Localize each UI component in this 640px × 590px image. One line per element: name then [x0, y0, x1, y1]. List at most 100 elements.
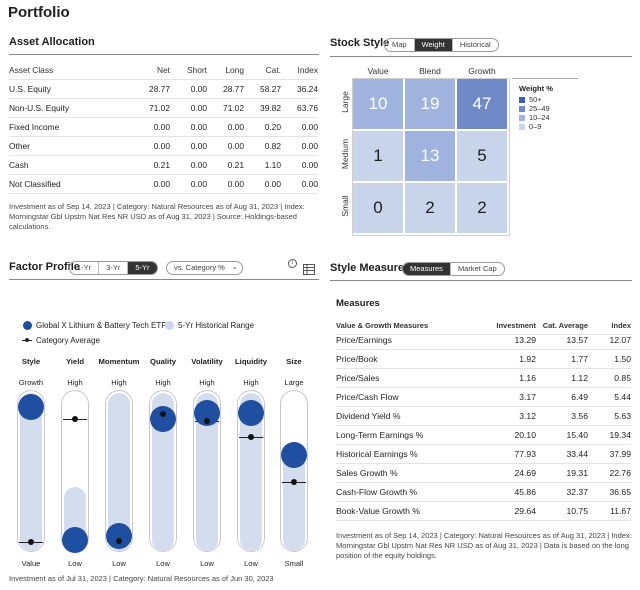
category-average-dot — [204, 417, 210, 424]
allocation-value: 0.00 — [301, 122, 318, 132]
allocation-row: U.S. Equity 28.77 0.00 28.77 58.27 36.24 — [9, 80, 318, 99]
measure-name: Price/Cash Flow — [336, 392, 399, 402]
allocation-row: Non-U.S. Equity 71.02 0.00 71.02 39.82 63.76 — [9, 99, 318, 118]
fund-marker — [150, 405, 176, 432]
factor-historical-range — [20, 393, 42, 551]
measure-value: 32.37 — [566, 487, 588, 497]
allocation-asset-class: Non-U.S. Equity — [9, 103, 70, 113]
factor-high-label: High — [111, 378, 127, 387]
category-average-dot — [72, 416, 78, 423]
factor-low-label: Low — [244, 559, 258, 568]
table-view-icon[interactable] — [303, 262, 315, 275]
weight-legend-item: 10–24 — [519, 113, 550, 122]
measure-value: 12.07 — [609, 335, 631, 345]
factor-name: Momentum — [98, 357, 140, 366]
style-measures-tabs: Measures Market Cap — [402, 262, 505, 276]
measure-value: 36.65 — [609, 487, 631, 497]
weight-legend-item: 50+ — [519, 95, 550, 104]
measures-row: Historical Earnings % 77.93 33.44 37.99 — [336, 445, 631, 464]
compare-select[interactable]: vs. Category % ⌄ — [166, 261, 243, 275]
allocation-value: 0.21 — [227, 160, 244, 170]
tab-1yr[interactable]: 1-Yr — [70, 262, 100, 274]
allocation-value: 0.00 — [190, 84, 207, 94]
tab-historical[interactable]: Historical — [459, 40, 491, 49]
measure-name: Price/Book — [336, 354, 378, 364]
allocation-value: 0.00 — [190, 103, 207, 113]
factor-high-label: High — [67, 378, 83, 387]
allocation-row: Not Classified 0.00 0.00 0.00 0.00 0.00 — [9, 175, 318, 194]
allocation-value: 0.00 — [227, 122, 244, 132]
tab-map[interactable]: Map — [385, 39, 415, 51]
tab-3yr[interactable]: 3-Yr — [99, 262, 129, 274]
factor-profile-footnote: Investment as of Jul 31, 2023 | Category… — [9, 574, 274, 583]
info-icon[interactable]: i — [288, 259, 297, 268]
measures-subtitle: Measures — [336, 298, 380, 309]
measure-value: 37.99 — [609, 449, 631, 459]
factor-high-label: Growth — [18, 378, 44, 387]
allocation-value: 36.24 — [297, 84, 318, 94]
allocation-value: 0.00 — [190, 122, 207, 132]
measures-header-row: Value & Growth Measures Investment Cat. Av… — [336, 316, 631, 335]
style-box-cell: 2 — [405, 183, 455, 233]
tab-measures[interactable]: Measures — [403, 263, 451, 275]
asset-allocation-title: Asset Allocation — [9, 36, 95, 48]
weight-legend-item: 0–9 — [519, 122, 550, 131]
factor-low-label: Value — [21, 559, 41, 568]
measures-row: Price/Sales 1.16 1.12 0.85 — [336, 369, 631, 388]
factor-track — [280, 390, 308, 552]
factor-name: Volatility — [191, 357, 223, 366]
allocation-value: 0.82 — [264, 141, 281, 151]
factor-name: Quality — [149, 357, 177, 366]
weight-legend-title: Weight % — [519, 84, 554, 93]
measure-value: 3.17 — [519, 392, 536, 402]
allocation-row: Other 0.00 0.00 0.00 0.82 0.00 — [9, 137, 318, 156]
allocation-value: 39.82 — [260, 103, 281, 113]
measure-name: Price/Earnings — [336, 335, 392, 345]
compare-select-value: vs. Category % — [174, 263, 225, 272]
factor-historical-range — [152, 393, 174, 551]
style-row-large: Large — [340, 91, 350, 113]
fund-marker — [238, 399, 264, 426]
measure-value: 3.12 — [519, 411, 536, 421]
allocation-row: Cash 0.21 0.00 0.21 1.10 0.00 — [9, 156, 318, 175]
measures-col-header: Value & Growth Measures — [336, 320, 429, 330]
style-measures-title: Style Measures — [330, 262, 411, 274]
factor-period-tabs: 1-Yr 3-Yr 5-Yr — [69, 261, 158, 275]
factor-low-label: Low — [68, 559, 82, 568]
measure-value: 29.64 — [514, 506, 536, 516]
factor-low-label: Low — [156, 559, 170, 568]
measures-row: Price/Book 1.92 1.77 1.50 — [336, 350, 631, 369]
range-legend-label: 5-Yr Historical Range — [178, 321, 255, 330]
measure-value: 19.31 — [566, 468, 588, 478]
tab-weight[interactable]: Weight — [414, 39, 453, 51]
measures-row: Long-Term Earnings % 20.10 15.40 19.34 — [336, 426, 631, 445]
factor-name: Style — [21, 357, 41, 366]
tab-market-cap[interactable]: Market Cap — [457, 264, 497, 273]
factor-high-label: Large — [284, 378, 304, 387]
measure-value: 1.77 — [571, 354, 588, 364]
factor-low-label: Low — [112, 559, 126, 568]
fund-legend-marker — [23, 321, 32, 330]
measure-name: Cash-Flow Growth % — [336, 487, 418, 497]
style-box-cell: 1 — [353, 131, 403, 181]
style-col-blend: Blend — [419, 66, 441, 76]
style-row-medium: Medium — [340, 138, 350, 170]
measure-name: Dividend Yield % — [336, 411, 401, 421]
measures-row: Price/Cash Flow 3.17 6.49 5.44 — [336, 388, 631, 407]
allocation-col-header: Short — [186, 65, 207, 75]
measure-value: 77.93 — [514, 449, 536, 459]
allocation-asset-class: Cash — [9, 160, 29, 170]
category-average-dot — [291, 479, 297, 486]
allocation-row: Fixed Income 0.00 0.00 0.00 0.20 0.00 — [9, 118, 318, 137]
allocation-value: 0.20 — [264, 122, 281, 132]
style-box-cell: 19 — [405, 79, 455, 129]
factor-historical-range — [283, 454, 305, 551]
allocation-asset-class: U.S. Equity — [9, 84, 51, 94]
allocation-value: 0.00 — [264, 179, 281, 189]
allocation-value: 1.10 — [264, 160, 281, 170]
allocation-col-header: Cat. — [265, 65, 281, 75]
factor-historical-range — [108, 393, 130, 551]
measures-row: Dividend Yield % 3.12 3.56 5.63 — [336, 407, 631, 426]
tab-5yr[interactable]: 5-Yr — [128, 262, 157, 274]
measure-value: 33.44 — [566, 449, 588, 459]
